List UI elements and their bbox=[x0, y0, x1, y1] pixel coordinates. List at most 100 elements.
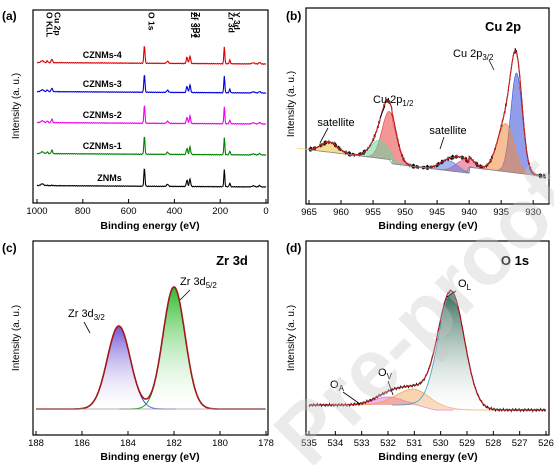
arrow-cu2p12 bbox=[379, 105, 386, 119]
x-tick-label: 527 bbox=[512, 438, 528, 449]
arrow-satellite-2 bbox=[439, 136, 445, 150]
x-tick-label: 945 bbox=[429, 207, 445, 218]
panel-d: (d) 535 534 533 532 531 530 529 528 527 526 O 1s … bbox=[286, 240, 554, 463]
envelope-line bbox=[36, 286, 266, 410]
x-tick-label: 533 bbox=[354, 438, 370, 449]
x-tick-label: 600 bbox=[121, 206, 137, 217]
x-tick-label: 528 bbox=[485, 438, 501, 449]
x-tick-label: 535 bbox=[301, 438, 317, 449]
x-tick-label: 960 bbox=[333, 207, 349, 218]
annotation-cu2p12: Cu 2p1/2 bbox=[373, 94, 414, 108]
x-tick-label: 930 bbox=[525, 207, 541, 218]
series-label-cznms-4: CZNMs-4 bbox=[83, 50, 122, 60]
x-tick-label: 400 bbox=[166, 206, 182, 217]
x-tick-label: 180 bbox=[212, 438, 228, 449]
series-line-cznms-3 bbox=[36, 74, 267, 94]
series-label-cznms-1: CZNMs-1 bbox=[83, 141, 122, 151]
envelope-line bbox=[309, 290, 546, 411]
plot-frame-c bbox=[32, 240, 269, 436]
x-ticks-d: 535 534 533 532 531 530 529 528 527 526 bbox=[301, 431, 554, 449]
series-line-cznms-2 bbox=[36, 105, 267, 125]
arrow-zr3d52 bbox=[179, 289, 191, 301]
peak-label: Cu 2p bbox=[53, 12, 63, 36]
survey-spectra: ZNMs CZNMs-1 CZNMs-2 CZNMs-3 CZNMs-4 bbox=[36, 46, 267, 188]
series-line-cznms-4 bbox=[36, 46, 266, 65]
x-tick-label: 534 bbox=[327, 438, 343, 449]
fitted-peak-area bbox=[119, 287, 230, 409]
x-tick-label: 940 bbox=[461, 207, 477, 218]
panel-c: (c) 188 186 184 182 180 178 Zr 3d Zr 3d3/2 Zr… bbox=[2, 240, 274, 463]
annotation-zr3d52: Zr 3d5/2 bbox=[180, 276, 217, 290]
x-tick-label: 0 bbox=[263, 206, 268, 217]
x-tick-label: 182 bbox=[166, 438, 182, 449]
panel-letter-a: (a) bbox=[2, 9, 17, 23]
arrow-oa bbox=[342, 391, 361, 405]
plot-frame-a bbox=[32, 9, 269, 204]
x-tick-label: 800 bbox=[75, 206, 91, 217]
fitted-peak-area bbox=[61, 326, 177, 409]
arrow-cu2p32 bbox=[488, 59, 495, 71]
peak-label: Zr 3P1 bbox=[189, 12, 199, 38]
panel-letter-d: (d) bbox=[286, 241, 301, 255]
arrow-ov bbox=[387, 380, 394, 396]
x-tick-label: 935 bbox=[493, 207, 509, 218]
x-tick-label: 955 bbox=[365, 207, 381, 218]
peak-label: Zr 3d bbox=[226, 12, 236, 33]
x-tick-label: 965 bbox=[301, 207, 317, 218]
x-tick-label: 530 bbox=[433, 438, 449, 449]
series-label-cznms-2: CZNMs-2 bbox=[83, 110, 122, 120]
panel-letter-c: (c) bbox=[2, 241, 17, 255]
series-line-cznms-1 bbox=[36, 136, 266, 156]
watermark: Pre-proof bbox=[256, 148, 554, 465]
peak-label: Y 3d bbox=[232, 12, 242, 30]
arrow-ol bbox=[446, 290, 457, 298]
panel-a: (a) 1000 800 600 400 200 0 ZNMs CZNMs-1 CZNMs-2… bbox=[2, 9, 269, 232]
y-axis-label-c: Intensity (a. u.) bbox=[11, 305, 22, 371]
panel-title-d: O 1s bbox=[501, 253, 529, 268]
panel-letter-b: (b) bbox=[286, 9, 301, 23]
annotation-cu2p32: Cu 2p3/2 bbox=[453, 48, 494, 62]
series-label-znms: ZNMs bbox=[97, 173, 122, 183]
peak-label: Zr 3P3 bbox=[192, 12, 202, 38]
peak-label: O 1s bbox=[146, 12, 156, 31]
x-tick-label: 529 bbox=[459, 438, 475, 449]
annotation-zr3d32: Zr 3d3/2 bbox=[68, 308, 105, 322]
x-tick-label: 950 bbox=[397, 207, 413, 218]
x-tick-label: 532 bbox=[380, 438, 396, 449]
x-tick-label: 184 bbox=[120, 438, 136, 449]
o1s-spectrum bbox=[308, 289, 547, 413]
envelope-line bbox=[309, 49, 546, 178]
x-axis-label-c: Binding energy (eV) bbox=[100, 451, 199, 463]
x-axis-label-b: Binding energy (eV) bbox=[378, 220, 477, 232]
fitted-peak-area bbox=[331, 389, 498, 410]
x-ticks-b: 965 960 955 950 945 940 935 930 bbox=[301, 200, 541, 218]
x-tick-label: 531 bbox=[406, 438, 422, 449]
y-axis-label-a: Intensity (a. u.) bbox=[11, 73, 22, 139]
arrow-satellite-1 bbox=[319, 127, 329, 144]
background-line bbox=[308, 149, 547, 177]
arrow-zr3d32 bbox=[83, 321, 91, 334]
x-tick-label: 186 bbox=[74, 438, 90, 449]
x-tick-label: 188 bbox=[28, 438, 44, 449]
panel-title-b: Cu 2p bbox=[485, 19, 521, 34]
series-line-znms bbox=[36, 168, 267, 188]
plot-frame-d bbox=[305, 240, 550, 436]
x-tick-label: 1000 bbox=[26, 206, 47, 217]
fitted-peak-area bbox=[392, 293, 511, 410]
x-axis-label-a: Binding energy (eV) bbox=[100, 220, 199, 232]
annotation-satellite-2: satellite bbox=[429, 125, 466, 137]
y-axis-label-d: Intensity (a. u.) bbox=[286, 305, 297, 371]
x-ticks-c: 188 186 184 182 180 178 bbox=[28, 431, 274, 449]
plot-frame-b bbox=[305, 7, 550, 205]
x-axis-label-d: Binding energy (eV) bbox=[378, 451, 477, 463]
peak-label: O KLL bbox=[44, 12, 54, 38]
series-label-cznms-3: CZNMs-3 bbox=[83, 79, 122, 89]
annotation-satellite-1: satellite bbox=[317, 117, 354, 129]
fitted-peak-area bbox=[323, 397, 454, 410]
x-tick-label: 526 bbox=[538, 438, 554, 449]
panel-title-c: Zr 3d bbox=[216, 253, 248, 268]
zr3d-spectrum bbox=[36, 286, 266, 410]
x-tick-label: 178 bbox=[258, 438, 274, 449]
x-tick-label: 200 bbox=[212, 206, 228, 217]
